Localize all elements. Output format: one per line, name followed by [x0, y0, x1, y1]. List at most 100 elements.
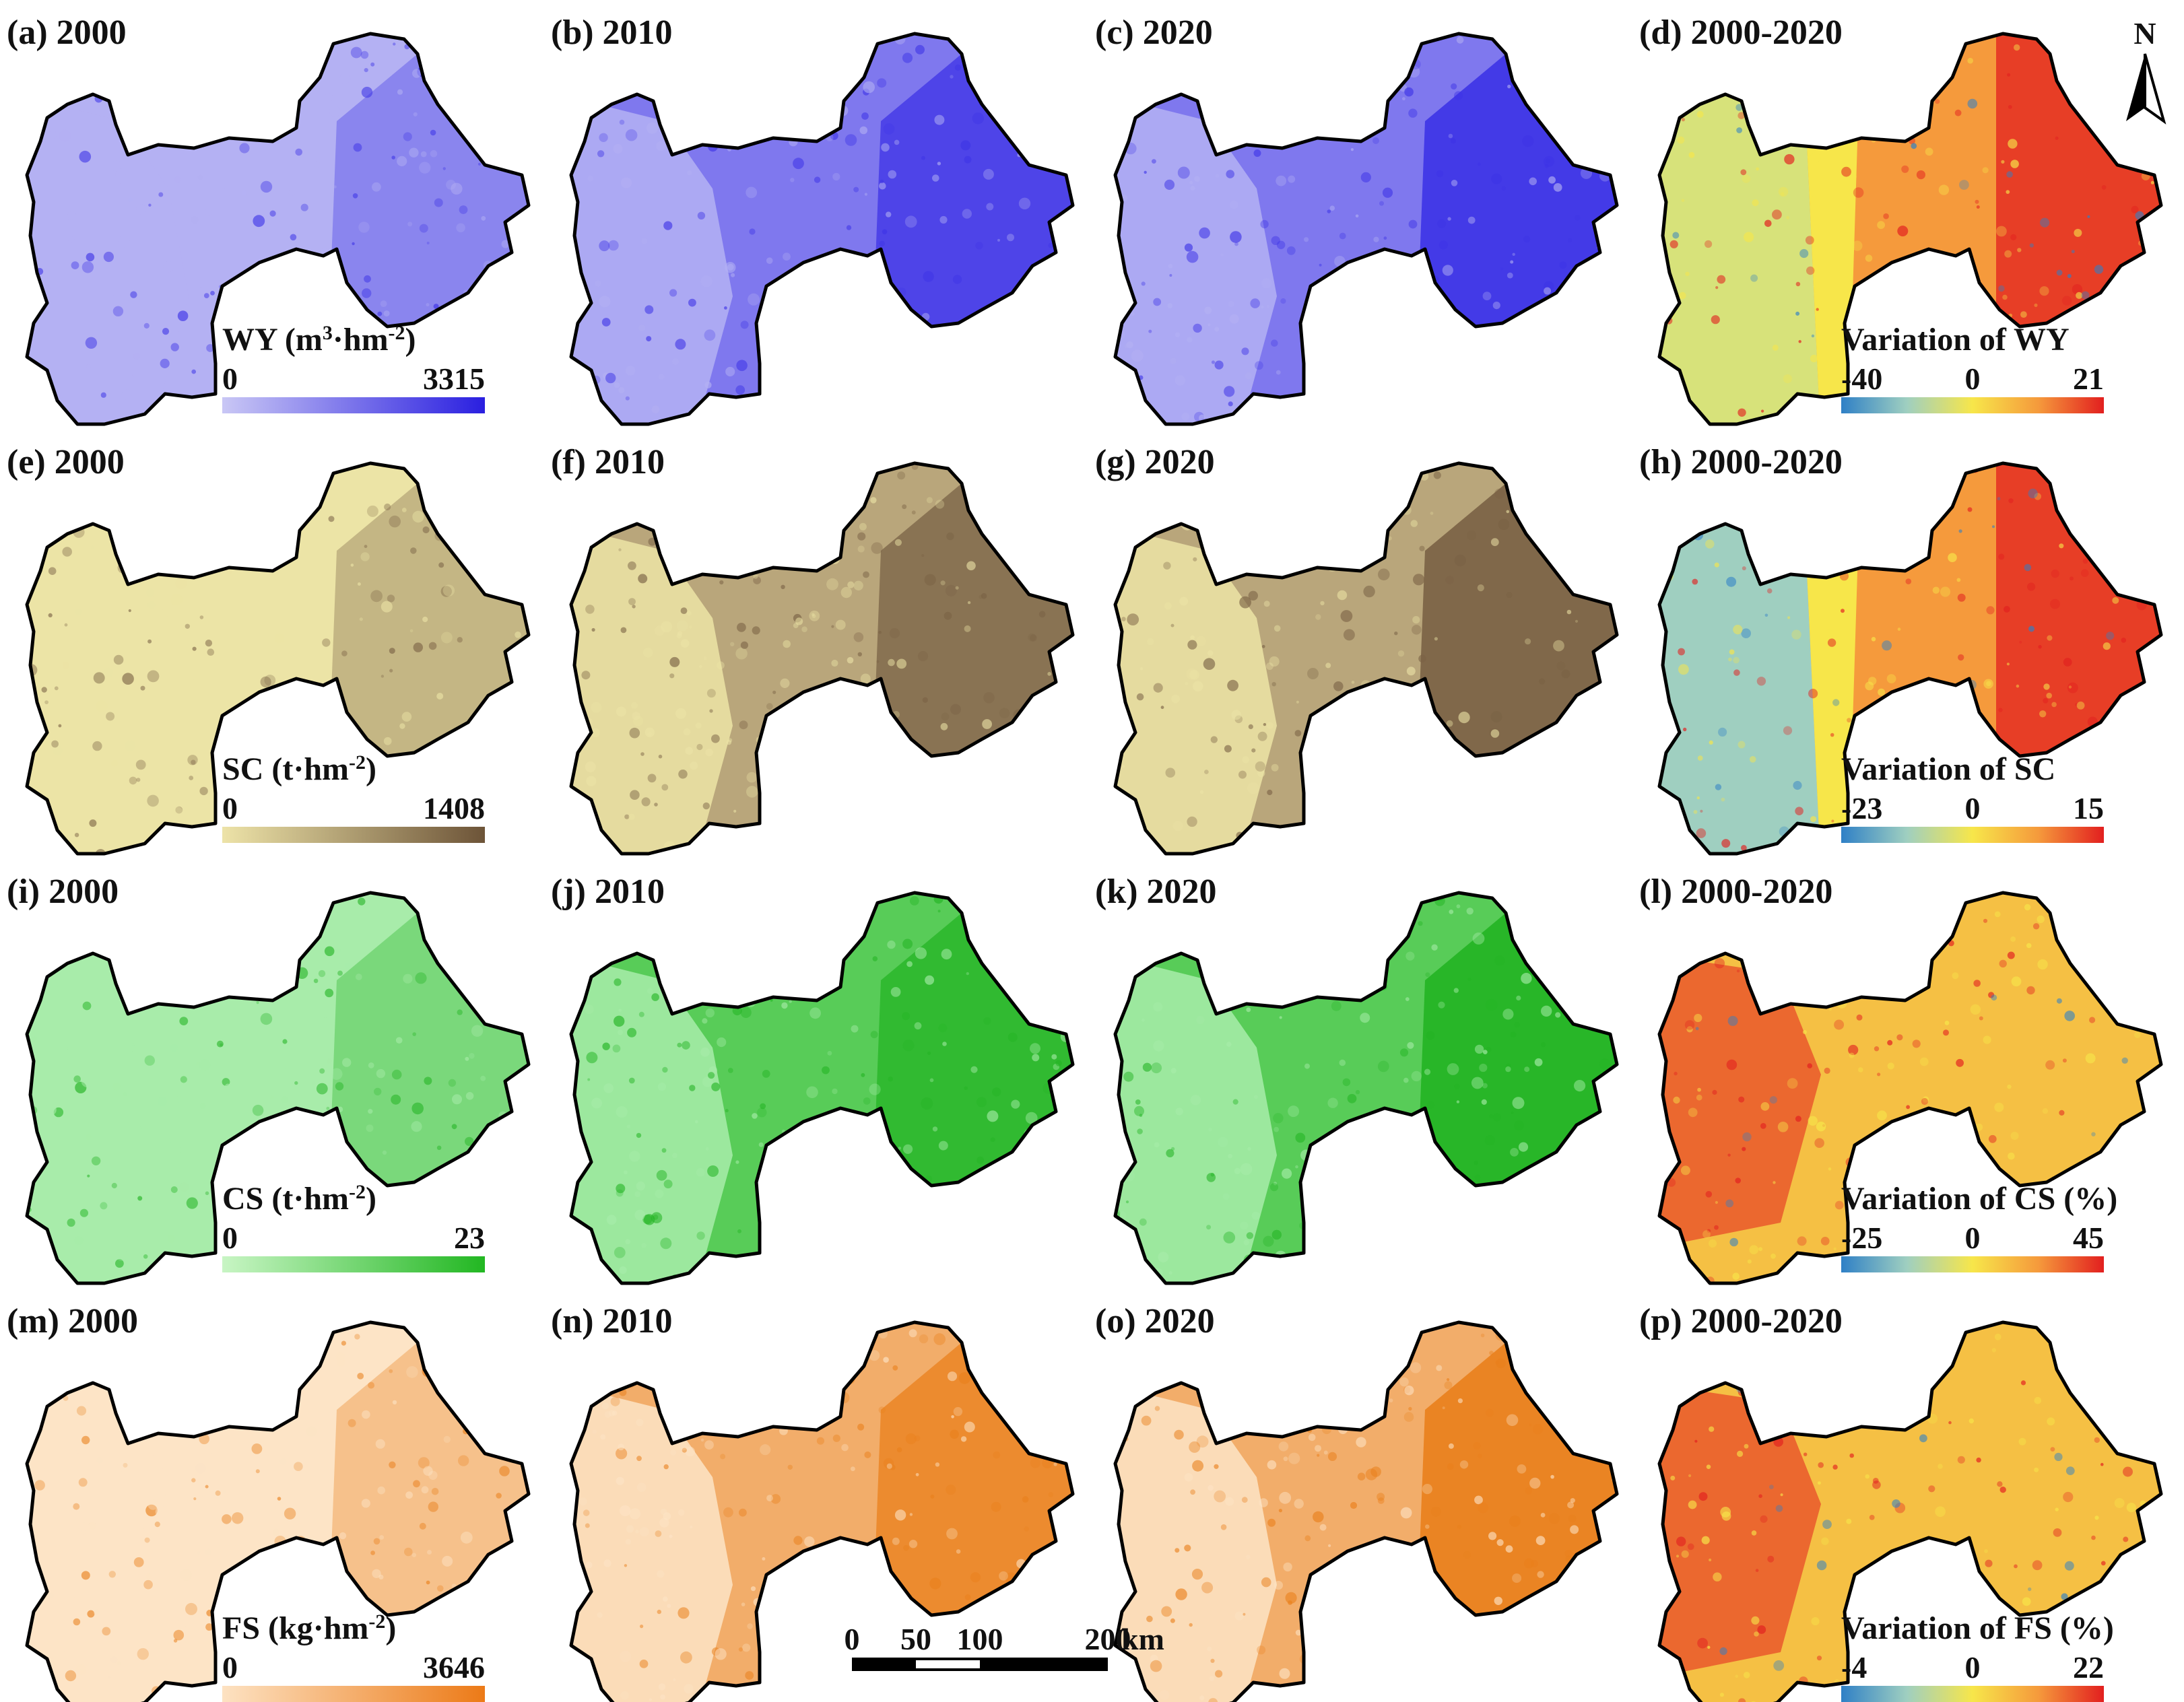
map-texture [1341, 1676, 1348, 1684]
map-texture [1705, 539, 1715, 549]
map-texture [1598, 349, 1610, 362]
map-texture [1453, 829, 1463, 838]
map-texture [1263, 601, 1270, 607]
map-texture [558, 943, 566, 951]
map-texture [1179, 597, 1189, 606]
map-texture [426, 862, 429, 865]
map-texture [125, 929, 136, 940]
map-texture [647, 774, 657, 783]
map-texture [39, 1248, 44, 1253]
map-texture [1457, 1629, 1462, 1634]
map-texture [1045, 1170, 1053, 1178]
map-texture [1534, 1058, 1543, 1066]
map-texture [1555, 294, 1561, 300]
map-texture [2042, 1108, 2049, 1114]
map-texture [1218, 1136, 1228, 1147]
map-texture [253, 1155, 264, 1165]
map-texture [276, 669, 286, 679]
map-texture [267, 117, 273, 123]
map-texture [1854, 1377, 1862, 1384]
map-texture [1075, 323, 1085, 333]
map-texture [162, 328, 170, 335]
map-texture [11, 1586, 22, 1597]
map-texture [1071, 1215, 1073, 1222]
map-texture [1612, 863, 1620, 871]
map-texture [1548, 1513, 1560, 1524]
map-texture [1431, 944, 1438, 951]
map-texture [533, 613, 540, 620]
map-texture [812, 1260, 821, 1269]
map-texture [124, 466, 131, 473]
map-texture [1267, 122, 1277, 133]
map-texture [1432, 1591, 1435, 1594]
map-texture [1190, 1095, 1201, 1105]
map-texture [2154, 1590, 2161, 1601]
map-texture [1840, 534, 1850, 544]
map-texture [1555, 1012, 1561, 1018]
map-texture [401, 508, 407, 512]
map-texture [324, 946, 335, 957]
map-texture [2034, 1396, 2042, 1404]
map-texture [274, 316, 277, 320]
map-texture [1622, 786, 1632, 796]
map-texture [1190, 635, 1195, 640]
map-texture [88, 1522, 96, 1530]
map-texture [708, 1072, 715, 1079]
map-texture [629, 1151, 640, 1162]
map-texture [32, 730, 40, 739]
map-texture [1398, 60, 1408, 69]
map-texture [1023, 81, 1027, 86]
map-texture [2152, 252, 2156, 257]
map-texture [966, 972, 969, 976]
map-texture [1210, 736, 1218, 743]
map-texture [781, 1239, 789, 1247]
map-texture [1125, 1200, 1129, 1204]
map-texture [1287, 1279, 1298, 1283]
map-texture [1775, 992, 1782, 999]
map-texture [2050, 1447, 2055, 1452]
map-texture [1506, 592, 1513, 599]
map-texture [1539, 678, 1546, 685]
map-texture [2091, 477, 2100, 486]
map-texture [727, 566, 734, 573]
map-texture [646, 510, 653, 517]
map-texture [1286, 246, 1296, 255]
map-texture [1447, 1063, 1459, 1075]
map-texture [742, 1643, 751, 1652]
map-texture [1726, 576, 1737, 587]
map-texture [62, 547, 72, 557]
map-texture [41, 936, 51, 945]
map-texture [418, 1457, 430, 1469]
map-texture [1601, 143, 1612, 155]
map-texture [1184, 243, 1193, 252]
map-texture [440, 632, 453, 644]
map-texture [707, 559, 713, 565]
map-texture [517, 1211, 525, 1218]
map-texture [1571, 968, 1584, 980]
map-texture [1474, 1044, 1484, 1054]
map-texture [1307, 668, 1319, 679]
map-texture [1685, 271, 1690, 276]
map-texture [1576, 276, 1585, 285]
map-texture [2130, 1313, 2138, 1320]
map-texture [696, 743, 703, 751]
map-texture [2007, 951, 2015, 959]
legend-title: CS (t·hm-2) [222, 1181, 376, 1217]
map-texture [1242, 94, 1253, 106]
map-texture [13, 707, 18, 712]
map-texture [1810, 354, 1818, 363]
map-texture [393, 42, 396, 46]
map-texture [1271, 763, 1279, 772]
map-texture [1228, 401, 1233, 407]
map-texture [996, 1695, 1005, 1702]
map-texture [1115, 394, 1123, 407]
map-texture [760, 1196, 768, 1204]
map-texture [1392, 1237, 1401, 1246]
map-texture [1449, 307, 1453, 312]
map-texture [1597, 1239, 1601, 1242]
map-texture [260, 676, 271, 687]
map-texture [120, 493, 132, 505]
map-texture [1896, 1034, 1903, 1041]
map-texture [694, 1417, 704, 1427]
map-texture [1018, 1322, 1030, 1334]
